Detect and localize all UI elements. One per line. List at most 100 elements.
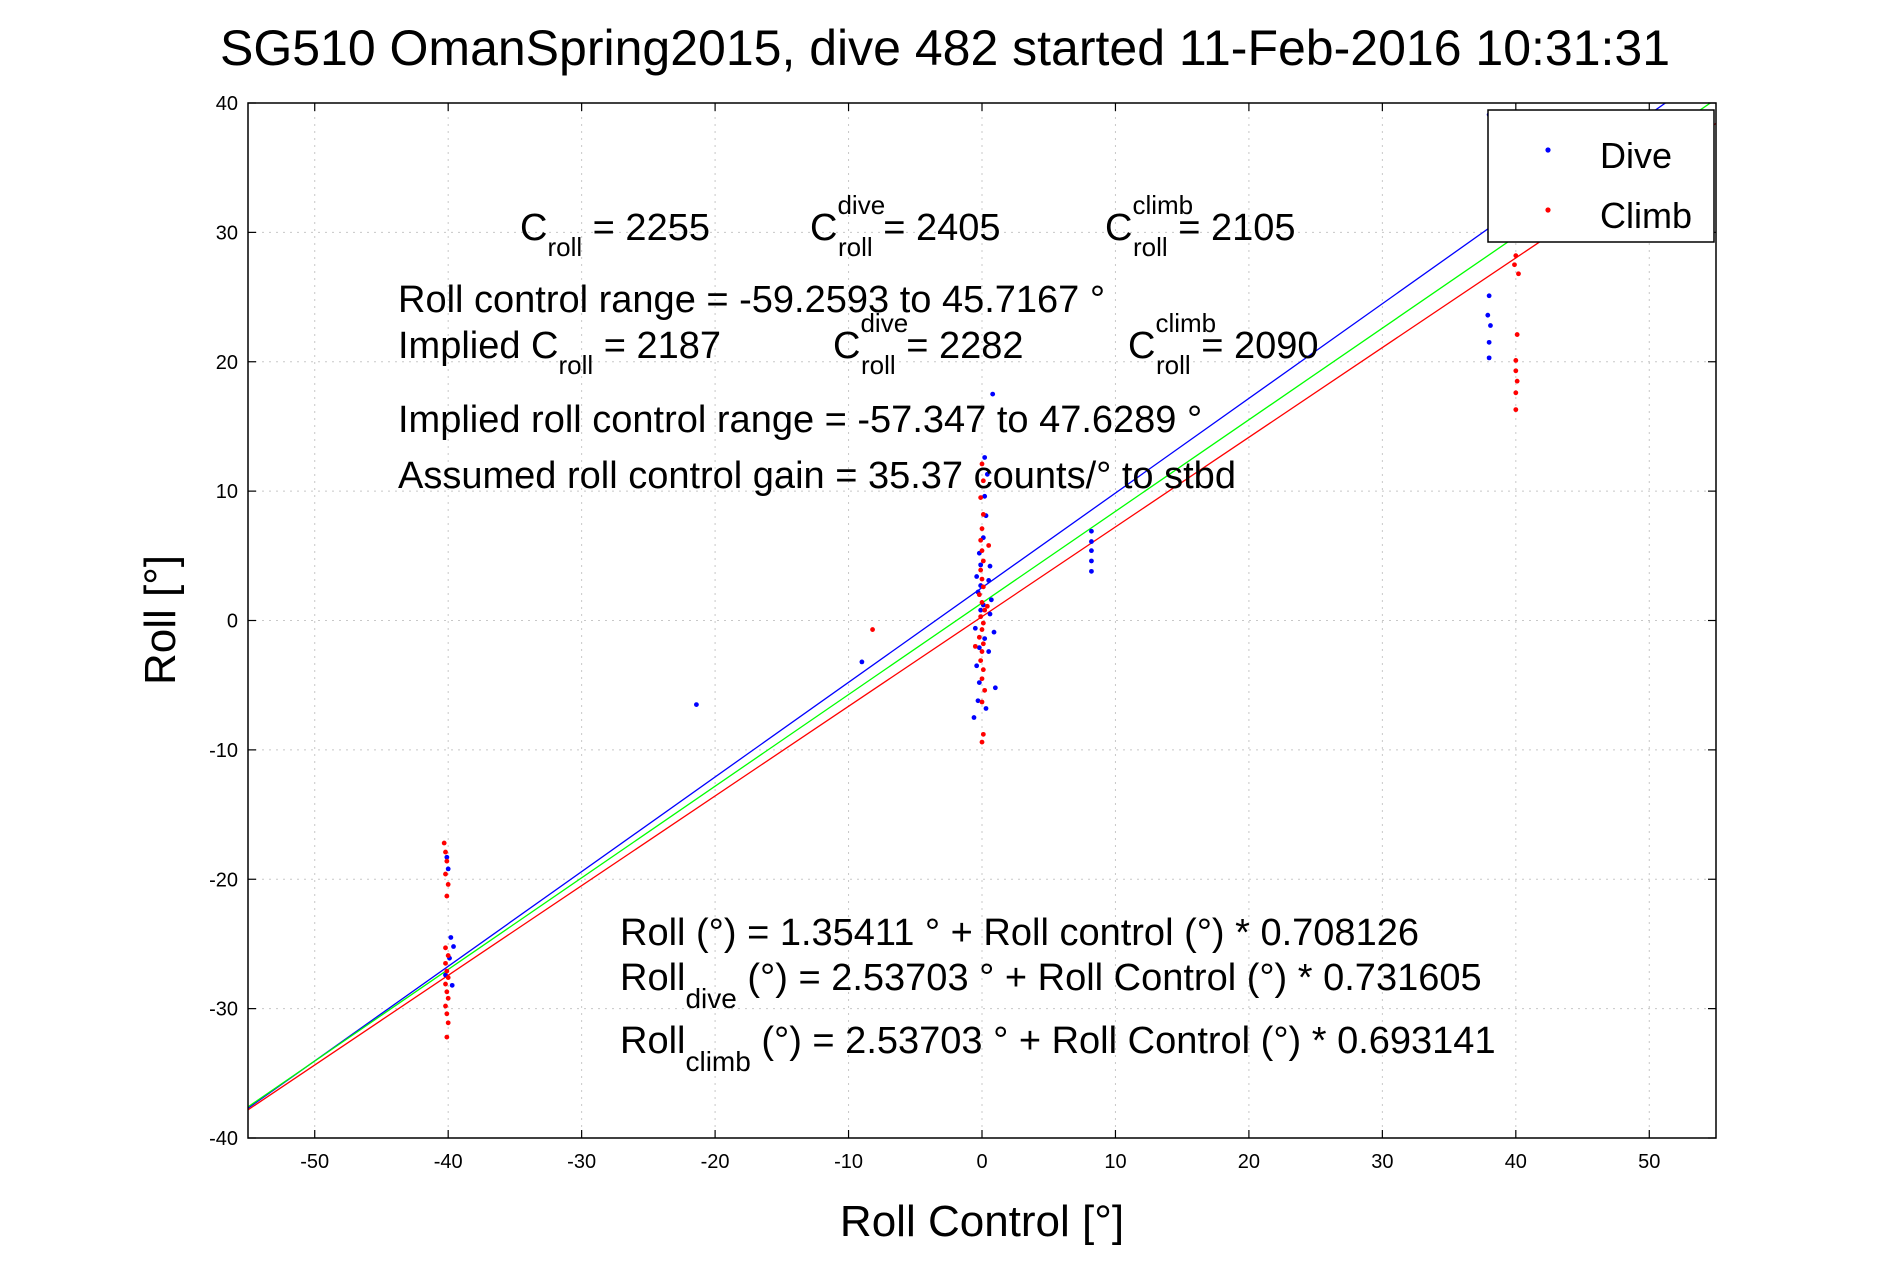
grid-lines (248, 102, 1716, 1139)
x-tick-label: 10 (1104, 1151, 1126, 1173)
point-dive (444, 854, 450, 860)
point-dive (983, 706, 989, 711)
point-climb (979, 548, 985, 554)
y-tick-label: 40 (216, 93, 238, 115)
annot-fit-climb: Rollclimb (°) = 2.53703 ° + Roll Control… (620, 1020, 1496, 1077)
annot-roll-control-range: Roll control range = -59.2593 to 45.7167… (398, 279, 1105, 321)
point-climb (976, 634, 982, 640)
point-climb (445, 882, 451, 887)
annot-implied-range: Implied roll control range = -57.347 to … (398, 399, 1202, 441)
annot-implied-c-roll-dive: Cdive roll = 2282 (833, 308, 1024, 380)
x-tick-label: -30 (567, 1151, 596, 1173)
point-climb (978, 614, 984, 620)
x-tick-label: 50 (1638, 1151, 1660, 1173)
annot-c-roll-dive: Cdive roll = 2405 (810, 190, 1001, 262)
point-climb (980, 731, 986, 737)
y-tick-label: -40 (209, 1128, 238, 1150)
point-climb (1516, 271, 1521, 277)
annot-c-roll: Croll = 2255 (520, 207, 710, 262)
x-tick-labels: -50 -40 -30 -20 -10 0 10 20 30 40 50 (300, 103, 1660, 1173)
point-dive (975, 698, 981, 704)
point-climb (979, 599, 985, 605)
legend-marker-climb (1545, 207, 1551, 213)
point-dive (978, 607, 984, 613)
point-climb (1512, 262, 1517, 268)
legend-box (1487, 109, 1715, 243)
point-dive (974, 574, 980, 579)
point-climb (1514, 332, 1520, 337)
y-tick-label: 30 (216, 222, 238, 244)
point-climb (443, 960, 448, 966)
point-dive (991, 629, 997, 635)
point-climb (445, 995, 451, 1001)
point-climb (444, 1034, 450, 1040)
point-dive (978, 562, 984, 568)
point-climb (443, 871, 448, 877)
point-climb (979, 627, 985, 632)
point-dive (982, 493, 988, 499)
legend-label-climb: Climb (1600, 195, 1692, 236)
point-climb (979, 699, 985, 705)
x-tick-label: -10 (834, 1151, 863, 1173)
point-climb (443, 1003, 448, 1009)
point-climb (978, 658, 984, 664)
point-climb (979, 649, 985, 654)
point-climb (982, 687, 988, 693)
point-climb (978, 567, 984, 573)
point-climb (979, 739, 985, 745)
point-climb (444, 1011, 450, 1017)
point-dive (1486, 339, 1492, 345)
point-climb (445, 1020, 451, 1026)
point-dive (976, 645, 982, 651)
data-points (441, 112, 1521, 1040)
point-climb (1513, 390, 1519, 396)
point-climb (980, 667, 986, 673)
point-dive (1089, 558, 1094, 564)
point-dive (986, 649, 992, 654)
point-dive (988, 597, 994, 603)
point-climb (443, 849, 448, 855)
point-dive (1488, 323, 1493, 328)
y-tick-label: -30 (209, 999, 238, 1021)
point-climb (980, 478, 986, 484)
point-climb (1513, 358, 1519, 363)
point-dive (859, 659, 865, 665)
point-climb (1513, 407, 1519, 413)
point-climb (980, 512, 986, 517)
point-dive (982, 636, 988, 642)
point-dive (992, 685, 998, 691)
x-tick-label: 40 (1505, 1151, 1527, 1173)
y-tick-label: 0 (227, 611, 238, 633)
point-dive (1485, 312, 1491, 318)
point-dive (984, 471, 990, 477)
point-dive (1486, 293, 1492, 299)
point-climb (984, 603, 990, 609)
legend: Dive Climb (1487, 109, 1715, 243)
x-tick-label: 30 (1371, 1151, 1393, 1173)
point-dive (1089, 548, 1094, 554)
point-dive (694, 702, 699, 707)
y-axis-label: Roll [°] (136, 555, 185, 685)
chart-title: SG510 OmanSpring2015, dive 482 started 1… (220, 20, 1670, 76)
point-climb (979, 461, 985, 467)
point-climb (986, 543, 992, 548)
point-climb (982, 607, 988, 613)
point-dive (986, 577, 992, 583)
y-tick-label: -10 (209, 740, 238, 762)
point-climb (979, 526, 985, 532)
point-dive (1089, 539, 1094, 544)
point-dive (1486, 355, 1492, 361)
annot-implied-c-roll: Implied Croll = 2187 (398, 325, 721, 380)
point-climb (976, 592, 982, 598)
x-tick-label: 0 (976, 1151, 987, 1173)
point-dive (451, 944, 456, 949)
annot-implied-c-roll-climb: Cclimb roll = 2090 (1128, 308, 1319, 380)
point-climb (979, 576, 985, 582)
point-climb (445, 975, 451, 980)
point-climb (444, 968, 450, 974)
annot-fit-all: Roll (°) = 1.35411 ° + Roll control (°) … (620, 912, 1419, 954)
point-dive (982, 455, 988, 460)
point-climb (443, 945, 448, 951)
point-climb (978, 495, 984, 500)
